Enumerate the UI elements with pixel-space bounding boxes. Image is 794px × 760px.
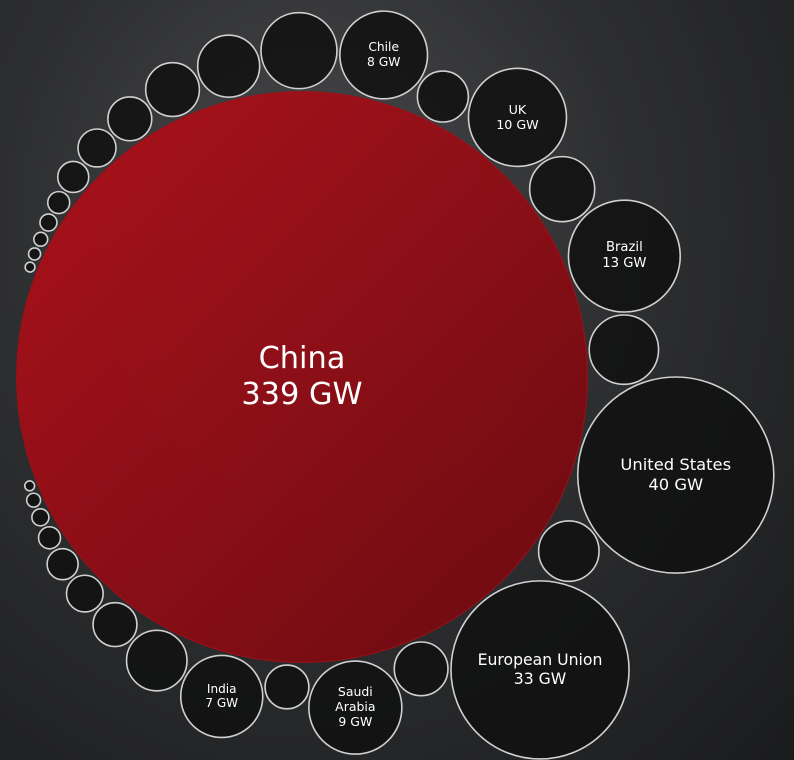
bubble: [179, 654, 264, 739]
label-box: Saudi Arabia 9 GW: [322, 661, 389, 754]
label-box: China 339 GW: [95, 92, 509, 663]
label-box: Chile 8 GW: [352, 11, 416, 99]
bubble: [537, 520, 600, 583]
bubble: [144, 61, 201, 118]
value-label: 339 GW: [241, 376, 363, 412]
bubble-highlight: [16, 91, 588, 663]
bubble: [77, 128, 117, 168]
label-box: European Union 33 GW: [475, 581, 604, 759]
bubble: [23, 480, 36, 492]
bubble: [39, 213, 58, 232]
bubble: [56, 160, 90, 194]
bubble: [567, 199, 682, 313]
bubble: [528, 155, 596, 223]
bubble: [196, 34, 261, 98]
label-box: Brazil 13 GW: [584, 200, 665, 312]
bubble: [46, 547, 79, 581]
bubble: [588, 314, 660, 386]
category-label: United States: [620, 455, 732, 475]
category-label: China: [258, 340, 346, 376]
value-label: 40 GW: [648, 475, 704, 495]
bubble: [33, 231, 49, 248]
category-label: Saudi Arabia: [335, 684, 376, 715]
bubble: [125, 629, 188, 692]
value-label: 33 GW: [513, 668, 567, 688]
bubble: [339, 10, 429, 100]
value-label: 13 GW: [602, 256, 647, 272]
label-box: India 7 GW: [192, 655, 251, 737]
category-label: European Union: [477, 650, 603, 670]
value-label: 8 GW: [367, 54, 401, 69]
category-label: Brazil: [605, 240, 643, 256]
bubble: [46, 190, 71, 215]
bubble: [308, 660, 403, 755]
value-label: 9 GW: [338, 714, 373, 730]
bubble: [37, 526, 62, 550]
bubble: [24, 261, 36, 273]
bubble: [576, 376, 775, 574]
label-box: UK 10 GW: [482, 68, 553, 166]
value-label: 10 GW: [496, 117, 539, 133]
category-label: Chile: [368, 40, 400, 55]
bubble: [467, 67, 568, 168]
bubble: [27, 247, 42, 261]
bubble: [264, 664, 310, 710]
bubble: [31, 508, 50, 527]
bubble: [92, 601, 138, 648]
value-label: 7 GW: [205, 696, 239, 711]
bubble: [260, 11, 338, 90]
label-box: United States 40 GW: [605, 377, 747, 573]
bubble: [450, 580, 630, 760]
bubble: [416, 70, 470, 123]
category-label: India: [206, 681, 237, 696]
bubble: [65, 574, 104, 613]
bubble: [393, 641, 449, 697]
bubble: [25, 492, 42, 508]
bubble: [107, 96, 153, 142]
category-label: UK: [508, 102, 527, 118]
